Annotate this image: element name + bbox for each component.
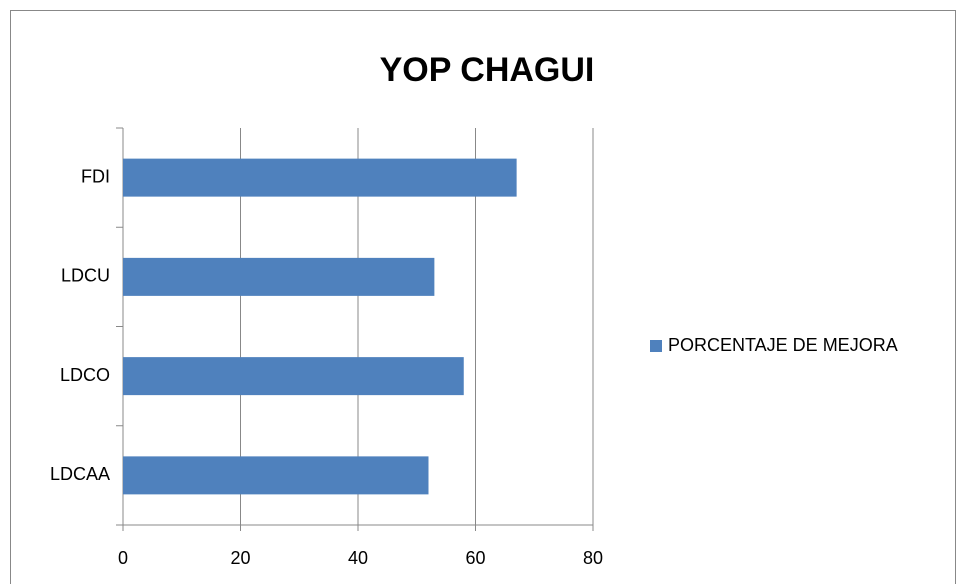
bar (123, 456, 429, 495)
bar (123, 357, 464, 396)
x-tick-label: 40 (348, 548, 368, 568)
legend-label: PORCENTAJE DE MEJORA (668, 335, 898, 355)
x-tick-label: 80 (583, 548, 603, 568)
chart-frame (10, 10, 956, 584)
chart-title: YOP CHAGUI (380, 51, 595, 89)
bar (123, 158, 517, 197)
x-tick-label: 60 (465, 548, 485, 568)
x-tick-label: 0 (118, 548, 128, 568)
bar (123, 257, 435, 296)
y-tick-label: LDCU (61, 266, 110, 286)
y-tick-label: LDCAA (50, 464, 110, 484)
legend-swatch (650, 340, 662, 352)
x-tick-label: 20 (230, 548, 250, 568)
y-tick-label: LDCO (60, 365, 110, 385)
y-tick-label: FDI (81, 166, 110, 186)
